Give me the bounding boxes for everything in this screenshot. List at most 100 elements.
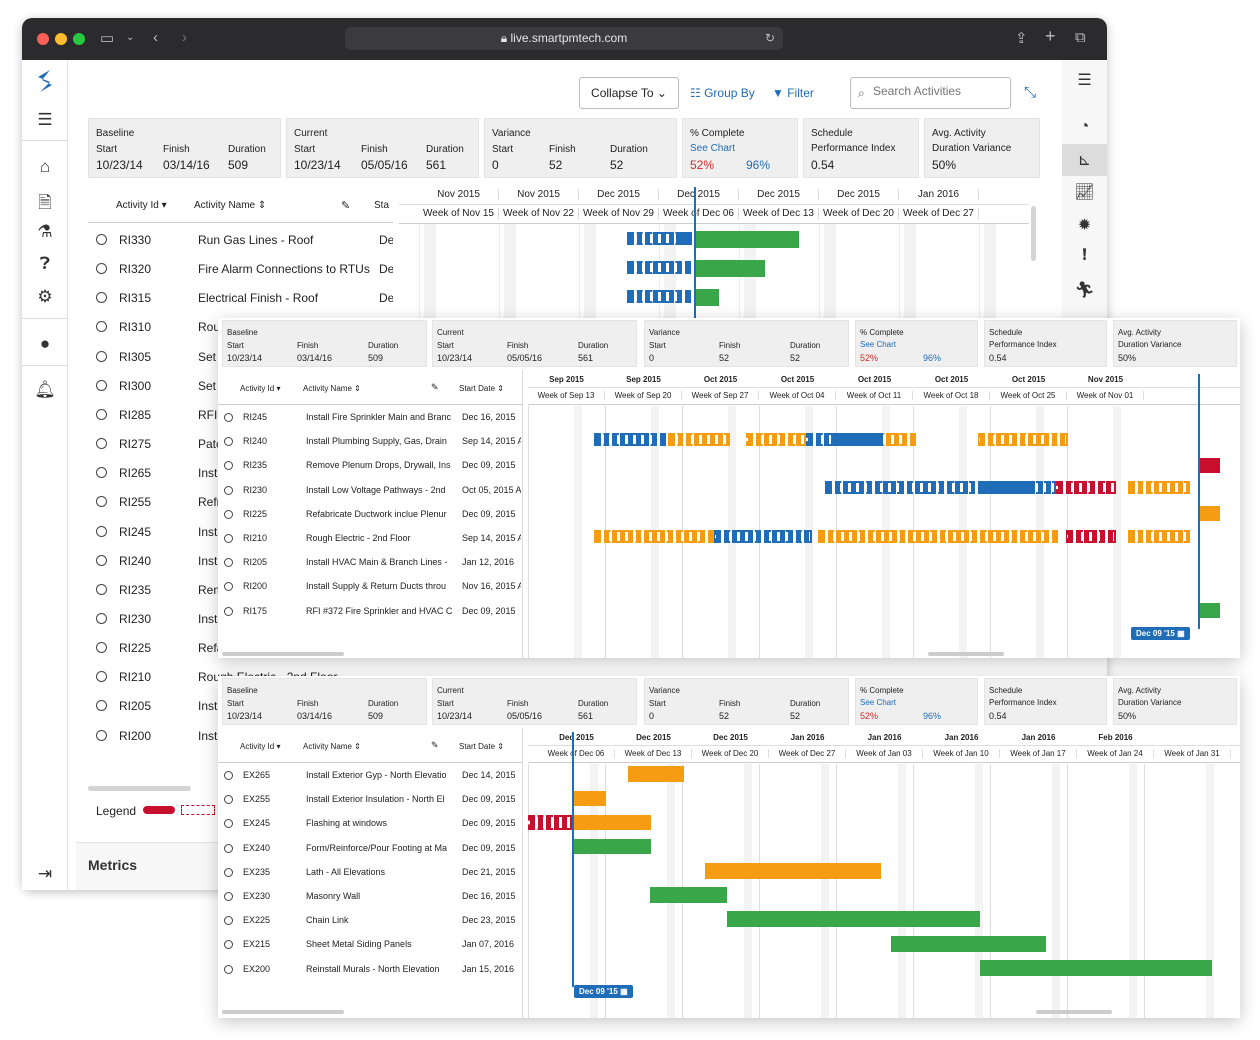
- table-row[interactable]: RI210 Rough Electric - 2nd Floor Sep 14,…: [218, 531, 521, 551]
- gantt-bar[interactable]: [650, 887, 727, 903]
- table-row[interactable]: EX215 Sheet Metal Siding Panels Jan 07, …: [218, 937, 521, 957]
- col-activity-id[interactable]: Activity Id ▾: [116, 200, 167, 211]
- col-activity-name[interactable]: Activity Name ⇕: [194, 200, 267, 211]
- row-radio[interactable]: [224, 534, 233, 543]
- row-radio[interactable]: [224, 606, 233, 616]
- search-input[interactable]: [873, 84, 1007, 98]
- table-row[interactable]: RI205 Insta: [88, 693, 393, 719]
- gantt-bar[interactable]: [574, 791, 606, 806]
- gantt-bar[interactable]: [574, 839, 651, 854]
- minimize-window-button[interactable]: [55, 33, 67, 45]
- table-row[interactable]: EX235 Lath - All Elevations Dec 21, 2015: [218, 865, 521, 885]
- address-bar[interactable]: 🔒︎ live.smartpmtech.com ↻: [345, 27, 783, 50]
- row-radio[interactable]: [96, 496, 107, 508]
- tabs-icon[interactable]: ⧉: [1075, 29, 1086, 46]
- settings-icon[interactable]: ⚙︎: [37, 287, 53, 306]
- table-row[interactable]: RI305 Set: [88, 344, 393, 370]
- table-row[interactable]: RI230 Insta: [88, 606, 393, 632]
- row-radio[interactable]: [224, 509, 233, 519]
- gantt-bar[interactable]: [978, 433, 1068, 446]
- table-row[interactable]: EX245 Flashing at windows Dec 09, 2015: [218, 816, 521, 836]
- gantt-bar-progress[interactable]: [676, 232, 692, 245]
- row-radio[interactable]: [224, 843, 233, 853]
- row-radio[interactable]: [224, 819, 233, 829]
- scrollbar[interactable]: [222, 652, 344, 656]
- table-row[interactable]: RI310 Rou: [88, 314, 393, 340]
- row-radio[interactable]: [224, 892, 233, 901]
- see-chart-link[interactable]: See Chart: [860, 698, 897, 707]
- gantt-bar[interactable]: [825, 481, 975, 494]
- col-activity-name[interactable]: Activity Name ⇕: [303, 384, 361, 393]
- filter-button[interactable]: ▼ Filter: [772, 86, 814, 100]
- table-row[interactable]: RI230 Install Low Voltage Pathways - 2nd…: [218, 483, 521, 503]
- flask-icon[interactable]: ⚗︎: [37, 222, 53, 241]
- gantt-bar[interactable]: [727, 911, 980, 927]
- table-row[interactable]: RI225 Refa: [88, 635, 393, 661]
- gantt-icon[interactable]: ⊾: [1077, 152, 1092, 169]
- help-icon[interactable]: ❓︎: [39, 254, 51, 273]
- table-row[interactable]: RI240 Install Plumbing Supply, Gas, Drai…: [218, 434, 521, 454]
- row-radio[interactable]: [224, 461, 233, 471]
- row-radio[interactable]: [224, 485, 233, 495]
- close-window-button[interactable]: [37, 33, 49, 45]
- table-row[interactable]: RI245 Install Fire Sprinkler Main and Br…: [218, 410, 521, 430]
- gantt-bar[interactable]: [1198, 506, 1220, 521]
- row-radio[interactable]: [224, 795, 233, 805]
- row-radio[interactable]: [96, 525, 107, 537]
- gantt-bar[interactable]: [695, 231, 799, 248]
- gantt-bar[interactable]: [746, 433, 806, 446]
- logout-icon[interactable]: ⇥: [37, 864, 53, 883]
- row-radio[interactable]: [224, 558, 233, 568]
- table-row[interactable]: EX230 Masonry Wall Dec 16, 2015: [218, 889, 521, 909]
- table-row[interactable]: RI330 Run Gas Lines - Roof De: [88, 227, 393, 253]
- gantt-bar-baseline[interactable]: [627, 290, 691, 303]
- forward-icon[interactable]: ›: [182, 29, 187, 46]
- gear-icon[interactable]: ✹: [1077, 217, 1092, 234]
- logo-icon[interactable]: [34, 68, 56, 94]
- table-row[interactable]: RI235 Rem: [88, 577, 393, 603]
- row-radio[interactable]: [224, 867, 233, 877]
- gantt-bar[interactable]: [668, 433, 730, 446]
- gantt-bar[interactable]: [574, 815, 651, 830]
- back-icon[interactable]: ‹: [153, 29, 158, 46]
- table-row[interactable]: RI175 RFI #372 Fire Sprinkler and HVAC C…: [218, 604, 521, 624]
- home-icon[interactable]: ⌂: [39, 157, 51, 176]
- gantt-bar[interactable]: [628, 766, 684, 782]
- row-radio[interactable]: [224, 771, 233, 780]
- scrollbar[interactable]: [222, 1010, 344, 1014]
- row-radio[interactable]: [96, 554, 107, 566]
- table-row[interactable]: RI300 Set: [88, 373, 393, 399]
- row-radio[interactable]: [96, 642, 107, 654]
- menu-icon[interactable]: ☰: [1077, 72, 1092, 89]
- col-activity-id[interactable]: Activity Id ▾: [240, 742, 281, 751]
- bell-icon[interactable]: 🔔︎: [34, 380, 56, 399]
- line-chart-icon[interactable]: 📈︎: [1074, 184, 1095, 201]
- gantt-bar[interactable]: [1198, 603, 1220, 618]
- gantt-bar[interactable]: [831, 433, 883, 446]
- scrollbar[interactable]: [928, 652, 1004, 656]
- table-row[interactable]: RI225 Refabricate Ductwork inclue Plenur…: [218, 507, 521, 527]
- row-radio[interactable]: [224, 437, 233, 447]
- zoom-window-button[interactable]: [73, 33, 85, 45]
- runner-icon[interactable]: 🏃︎: [1074, 282, 1095, 299]
- table-row[interactable]: RI275 Patc: [88, 431, 393, 457]
- row-radio[interactable]: [224, 582, 233, 592]
- table-row[interactable]: RI285 RFI: [88, 402, 393, 428]
- gantt-bar[interactable]: [1028, 481, 1058, 494]
- row-radio[interactable]: [224, 964, 233, 974]
- table-row[interactable]: RI205 Install HVAC Main & Branch Lines -…: [218, 555, 521, 575]
- table-row[interactable]: RI320 Fire Alarm Connections to RTUs De: [88, 256, 393, 282]
- gantt-bar-baseline[interactable]: [627, 261, 691, 274]
- gantt-bar[interactable]: [978, 481, 1028, 494]
- col-activity-name[interactable]: Activity Name ⇕: [303, 742, 361, 751]
- col-start-date[interactable]: Start Date ⇕: [459, 742, 504, 751]
- table-row[interactable]: RI200 Install Supply & Return Ducts thro…: [218, 579, 521, 599]
- row-radio[interactable]: [96, 438, 107, 450]
- alert-icon[interactable]: ❗︎: [1082, 247, 1087, 264]
- search-box[interactable]: ⌕: [850, 77, 1011, 109]
- reload-icon[interactable]: ↻: [764, 31, 775, 45]
- row-radio[interactable]: [96, 612, 107, 624]
- table-row[interactable]: RI245 Insta: [88, 519, 393, 545]
- table-row[interactable]: EX225 Chain Link Dec 23, 2015: [218, 913, 521, 933]
- table-row[interactable]: RI315 Electrical Finish - Roof De: [88, 285, 393, 311]
